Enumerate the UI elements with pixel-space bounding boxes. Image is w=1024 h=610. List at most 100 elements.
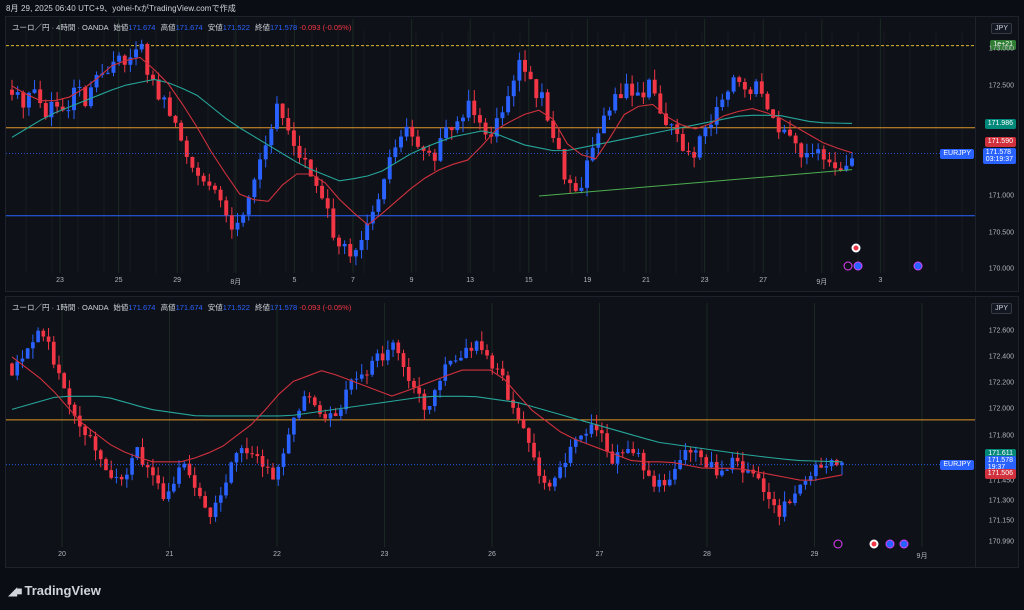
candle-body (269, 128, 274, 146)
price-chart-4h[interactable] (6, 17, 976, 291)
candle-body (500, 112, 505, 119)
candle-body (396, 342, 401, 354)
candle-body (438, 380, 442, 391)
candle-body (128, 57, 133, 65)
candle-body (686, 150, 691, 153)
candle-body (788, 129, 792, 136)
candle-body (523, 59, 527, 72)
candle-body (391, 342, 395, 350)
candle-body (740, 461, 745, 473)
candle-body (297, 145, 302, 158)
candle-body (38, 89, 43, 104)
candle-body (365, 374, 369, 376)
candle-body (145, 43, 150, 75)
candle-body (370, 211, 375, 224)
candle-body (359, 374, 364, 379)
candle-body (333, 413, 338, 416)
candle-body (339, 409, 343, 416)
event-marker-icon[interactable] (851, 243, 861, 253)
candle-body (207, 181, 212, 186)
candle-body (271, 467, 275, 480)
candle-body (66, 110, 71, 112)
candle-body (765, 93, 770, 110)
candle-body (145, 464, 150, 468)
candle-body (759, 81, 764, 94)
chart-panel-1h[interactable]: ユーロ／円 · 1時間 · OANDA 始値171.674 高値171.674 … (5, 296, 1019, 568)
candle-body (657, 480, 662, 487)
legend-title: ユーロ／円 · 4時間 · OANDA (12, 23, 109, 32)
candle-body (618, 94, 623, 99)
candle-body (51, 341, 56, 365)
candle-body (663, 113, 668, 125)
candle-body (610, 451, 615, 464)
candle-body (573, 183, 578, 191)
candle-body (286, 434, 291, 454)
candle-body (816, 149, 821, 153)
candle-body (280, 103, 285, 119)
event-eu-flag-icon[interactable] (899, 539, 909, 549)
candle-body (359, 239, 364, 251)
candle-body (506, 375, 510, 400)
price-axis-4h[interactable]: JPY 1e+21 173.000172.500172.000171.50017… (975, 17, 1018, 291)
candle-body (490, 355, 495, 369)
candle-body (516, 407, 521, 420)
x-tick-label: 23 (380, 551, 389, 558)
candle-body (62, 373, 67, 389)
candle-body (83, 87, 88, 107)
candle-body (433, 390, 437, 407)
candle-body (342, 243, 347, 247)
brand-logo[interactable]: ◢■ TradingView (8, 583, 101, 598)
x-tick-label: 9 (409, 277, 414, 284)
event-eu-flag-icon[interactable] (885, 539, 895, 549)
candle-body (252, 179, 257, 198)
x-tick-label: 25 (114, 277, 123, 284)
candle-body (308, 159, 313, 177)
chart-panel-4h[interactable]: ユーロ／円 · 4時間 · OANDA 始値171.674 高値171.674 … (5, 16, 1019, 292)
event-eu-flag-icon[interactable] (853, 261, 863, 271)
price-axis-1h[interactable]: JPY 172.600 172.400 172.200 172.000 171.800 1… (975, 297, 1018, 567)
currency-button[interactable]: JPY (991, 303, 1012, 314)
candle-body (83, 426, 87, 436)
candle-body (140, 447, 145, 465)
candle-body (819, 464, 823, 468)
candle-body (563, 462, 568, 468)
x-tick-label: 27 (595, 551, 604, 558)
candle-body (427, 406, 432, 410)
candle-body (427, 150, 432, 153)
event-flash-icon[interactable] (843, 261, 853, 271)
candle-body (114, 476, 119, 478)
candle-body (119, 476, 124, 480)
currency-button[interactable]: JPY (991, 23, 1012, 34)
candle-body (534, 79, 539, 99)
candle-body (673, 468, 677, 480)
candle-body (850, 158, 854, 166)
candle-body (77, 87, 82, 89)
legend-1h: ユーロ／円 · 1時間 · OANDA 始値171.674 高値171.674 … (12, 303, 352, 312)
candle-body (641, 92, 646, 98)
price-chart-1h[interactable] (6, 297, 976, 567)
candle-body (263, 145, 268, 160)
candle-body (139, 43, 144, 50)
candle-body (43, 103, 48, 118)
candle-body (613, 94, 618, 111)
event-marker-icon[interactable] (869, 539, 879, 549)
candle-body (600, 430, 604, 434)
event-eu-flag-icon[interactable] (913, 261, 923, 271)
candle-body (798, 484, 803, 494)
candle-body (245, 448, 249, 454)
candle-body (829, 460, 834, 467)
candle-body (545, 92, 550, 121)
indicator-badge: 1e+21 (990, 40, 1016, 50)
candle-body (224, 200, 229, 216)
candle-body (748, 89, 753, 95)
candle-body (21, 92, 26, 108)
x-tick-label: 7 (351, 277, 355, 284)
symbol-label: EURJPY (940, 459, 974, 470)
candle-body (229, 215, 234, 230)
candle-body (584, 433, 589, 436)
candle-body (517, 59, 522, 81)
candle-body (162, 97, 167, 100)
x-tick-label: 26 (488, 551, 496, 558)
event-flash-icon[interactable] (833, 539, 843, 549)
candle-body (824, 466, 829, 468)
